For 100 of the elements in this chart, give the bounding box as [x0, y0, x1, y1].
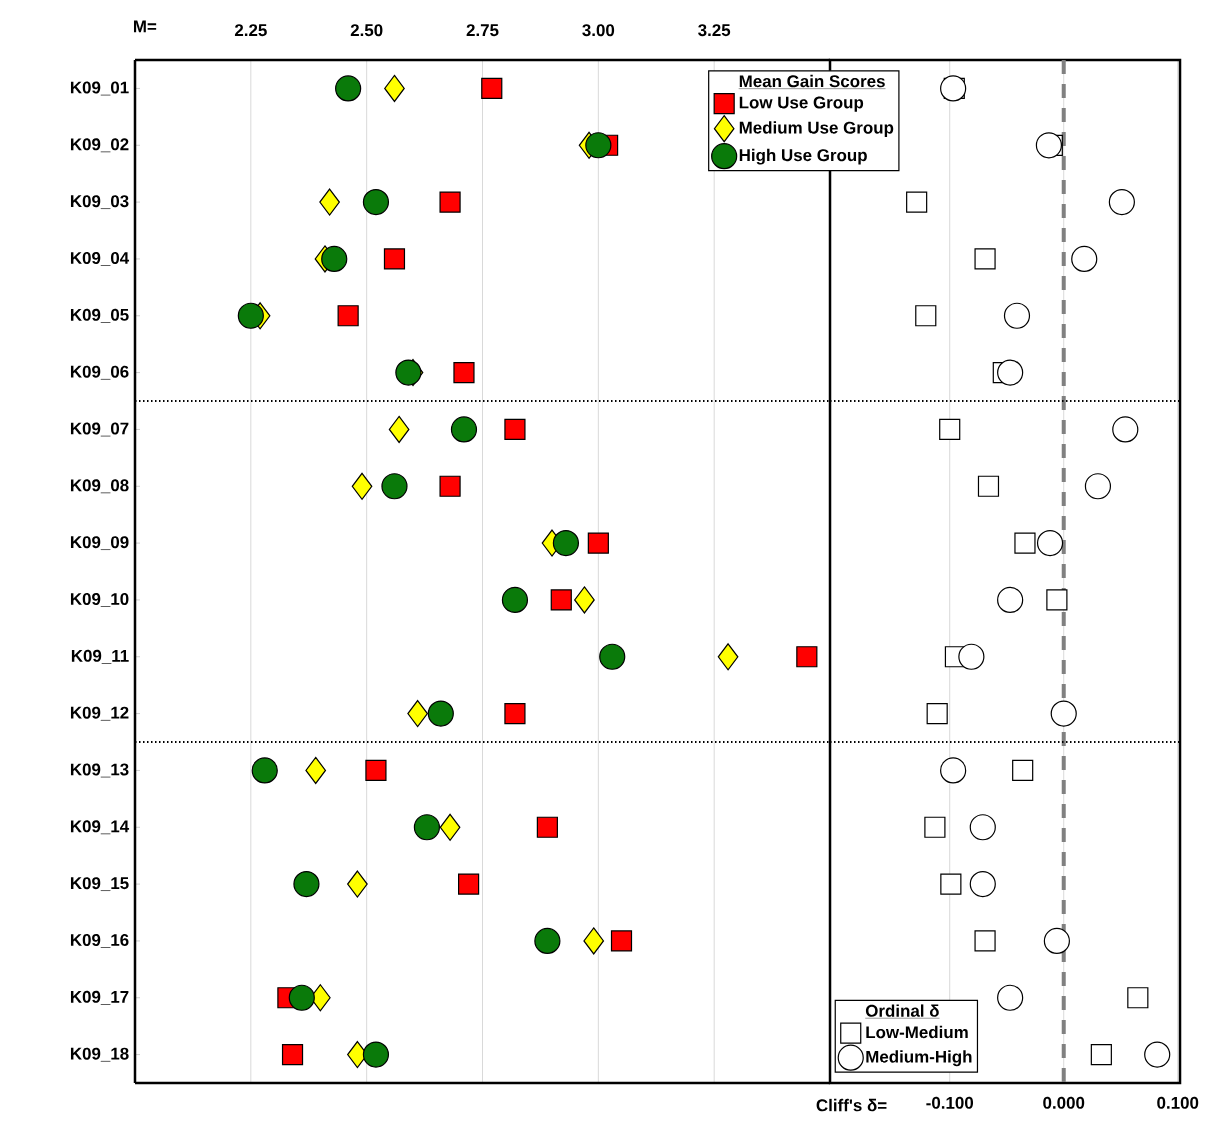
y-tick-label: K09_14 — [70, 820, 130, 835]
point — [1050, 700, 1077, 727]
point — [969, 871, 996, 898]
point — [977, 475, 1000, 497]
point — [599, 643, 626, 670]
legend-label: Low Use Group — [739, 96, 864, 112]
point — [365, 759, 387, 782]
point — [552, 530, 580, 557]
point — [1035, 132, 1063, 159]
y-tick-label: K09_16 — [70, 933, 129, 948]
point — [1014, 532, 1036, 554]
point — [939, 418, 961, 441]
point — [924, 816, 946, 838]
point — [1090, 1044, 1112, 1066]
point — [427, 700, 454, 727]
point — [536, 816, 558, 838]
y-tick-label: K09_18 — [70, 1047, 129, 1062]
y-tick-label: K09_07 — [70, 422, 129, 437]
point — [940, 873, 962, 895]
point — [574, 586, 595, 614]
point — [1144, 1041, 1171, 1068]
point — [958, 643, 985, 670]
point — [351, 472, 373, 500]
point — [321, 245, 348, 273]
point — [1071, 245, 1098, 273]
point — [610, 930, 633, 952]
point — [439, 813, 461, 841]
point — [1108, 189, 1135, 216]
point — [1046, 589, 1068, 611]
x-tick-label: 2.75 — [466, 24, 499, 37]
point — [997, 586, 1024, 614]
point — [969, 814, 996, 841]
point — [1084, 473, 1112, 500]
point — [362, 189, 390, 216]
point — [717, 643, 739, 671]
legend-title: Ordinal δ — [865, 1004, 939, 1017]
point — [504, 418, 526, 441]
legend-label: High Use Group — [739, 148, 867, 165]
y-tick-label: K09_17 — [70, 990, 129, 1005]
point — [796, 646, 818, 668]
point — [305, 756, 327, 785]
legend-label: Low-Medium — [866, 1025, 968, 1039]
point — [388, 415, 410, 444]
point — [1127, 987, 1149, 1009]
x-axis-title: Cliff's δ= — [816, 1098, 887, 1112]
point — [450, 416, 478, 443]
point — [974, 930, 996, 952]
point — [413, 814, 440, 841]
point — [1036, 530, 1064, 557]
point — [915, 305, 937, 327]
y-tick-label: K09_01 — [70, 81, 129, 96]
x-tick-label: 0.000 — [1043, 1096, 1085, 1109]
y-tick-label: K09_05 — [70, 308, 129, 323]
point — [407, 700, 428, 728]
point — [281, 1043, 304, 1066]
x-tick-label: 2.25 — [234, 24, 267, 37]
y-tick-label: K09_15 — [70, 877, 129, 892]
y-tick-label: K09_08 — [70, 479, 129, 494]
y-tick-label: K09_09 — [70, 536, 129, 551]
y-tick-label: K09_11 — [71, 649, 129, 664]
point — [1003, 302, 1031, 329]
y-tick-label: K09_12 — [70, 706, 129, 721]
y-tick-label: K09_10 — [70, 592, 129, 607]
x-tick-label: -0.100 — [926, 1096, 974, 1109]
point — [337, 305, 359, 327]
y-tick-label: K09_04 — [70, 251, 130, 266]
point — [395, 359, 422, 386]
x-tick-label: 0.100 — [1157, 1096, 1199, 1109]
y-tick-label: K09_06 — [70, 365, 129, 380]
point — [1012, 759, 1034, 782]
point — [926, 703, 948, 725]
legend-label: Medium Use Group — [739, 121, 894, 138]
y-tick-label: K09_02 — [70, 138, 129, 153]
point — [583, 927, 605, 955]
y-tick-label: K09_03 — [70, 195, 129, 210]
point — [1112, 416, 1139, 443]
point — [362, 1041, 390, 1068]
point — [997, 359, 1024, 386]
point — [381, 473, 408, 500]
point — [458, 873, 480, 895]
x-tick-label: 3.00 — [582, 24, 615, 37]
point — [550, 589, 572, 611]
legend-title: Mean Gain Scores — [739, 74, 885, 88]
point — [534, 927, 561, 955]
point — [383, 248, 406, 270]
point — [251, 757, 278, 784]
point — [335, 75, 362, 102]
point — [347, 870, 368, 898]
point — [501, 586, 529, 614]
point — [439, 191, 461, 213]
point — [906, 191, 928, 213]
legend-label: Medium-High — [866, 1050, 972, 1067]
point — [974, 248, 996, 270]
point — [453, 362, 475, 384]
point — [288, 984, 315, 1011]
point — [585, 132, 612, 159]
point — [439, 475, 461, 497]
point — [587, 532, 609, 554]
point — [1043, 927, 1070, 955]
point — [384, 74, 405, 103]
